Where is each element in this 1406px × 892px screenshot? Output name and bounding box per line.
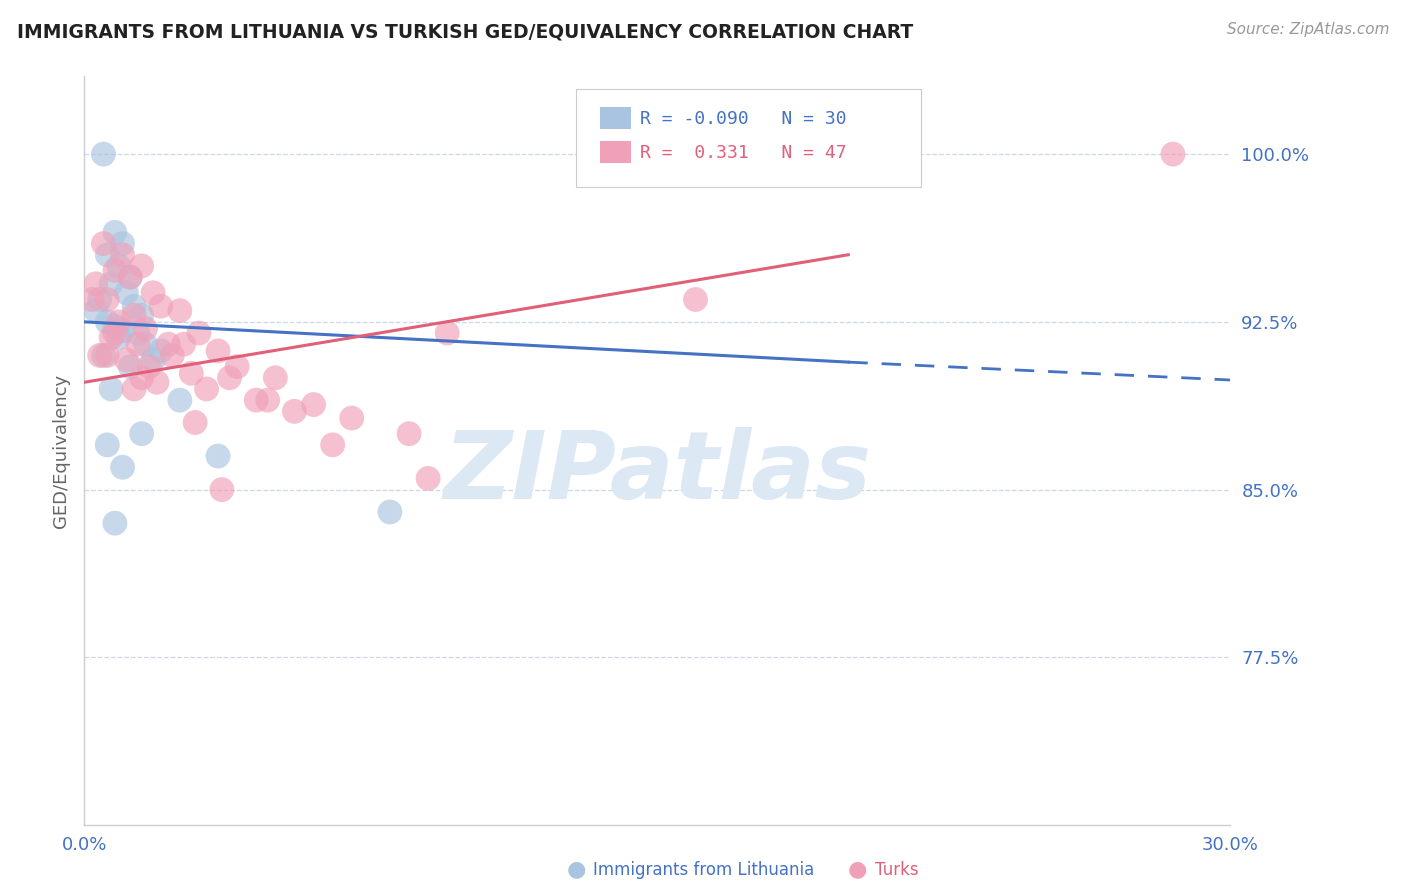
Point bbox=[96, 248, 118, 262]
Point bbox=[131, 259, 153, 273]
Point bbox=[436, 326, 458, 340]
Point bbox=[180, 366, 202, 380]
Text: Immigrants from Lithuania: Immigrants from Lithuania bbox=[593, 861, 814, 879]
Text: ●: ● bbox=[567, 860, 586, 880]
Point bbox=[84, 277, 107, 291]
Point bbox=[142, 352, 165, 367]
Point bbox=[107, 315, 129, 329]
Point bbox=[111, 324, 134, 338]
Text: IMMIGRANTS FROM LITHUANIA VS TURKISH GED/EQUIVALENCY CORRELATION CHART: IMMIGRANTS FROM LITHUANIA VS TURKISH GED… bbox=[17, 22, 912, 41]
Point bbox=[107, 330, 129, 344]
Point bbox=[157, 337, 180, 351]
Point bbox=[120, 359, 142, 374]
Point bbox=[104, 326, 127, 340]
Point bbox=[226, 359, 249, 374]
Point bbox=[138, 359, 160, 374]
Point bbox=[111, 248, 134, 262]
Text: Source: ZipAtlas.com: Source: ZipAtlas.com bbox=[1226, 22, 1389, 37]
Point bbox=[131, 371, 153, 385]
Point bbox=[398, 426, 420, 441]
Point bbox=[131, 308, 153, 322]
Point bbox=[93, 348, 115, 362]
Point bbox=[96, 438, 118, 452]
Point bbox=[80, 293, 103, 307]
Point bbox=[96, 348, 118, 362]
Point bbox=[115, 285, 138, 300]
Point bbox=[115, 352, 138, 367]
Point bbox=[1161, 147, 1184, 161]
Point bbox=[207, 449, 229, 463]
Point bbox=[104, 226, 127, 240]
Point bbox=[100, 277, 122, 291]
Point bbox=[322, 438, 344, 452]
Point bbox=[127, 337, 149, 351]
Text: Turks: Turks bbox=[875, 861, 918, 879]
Point bbox=[134, 337, 156, 351]
Point bbox=[93, 236, 115, 251]
Point bbox=[169, 393, 191, 408]
Text: ZIPatlas: ZIPatlas bbox=[443, 427, 872, 519]
Point bbox=[104, 263, 127, 277]
Point bbox=[245, 393, 267, 408]
Point bbox=[89, 293, 111, 307]
Point bbox=[378, 505, 401, 519]
Point bbox=[160, 348, 183, 362]
Point bbox=[264, 371, 287, 385]
Point bbox=[173, 337, 195, 351]
Point bbox=[218, 371, 240, 385]
Point bbox=[149, 299, 172, 313]
Point bbox=[418, 471, 440, 485]
Point bbox=[104, 516, 127, 530]
Y-axis label: GED/Equivalency: GED/Equivalency bbox=[52, 374, 70, 527]
Point bbox=[169, 303, 191, 318]
Point bbox=[188, 326, 211, 340]
Point bbox=[685, 293, 707, 307]
Point bbox=[127, 326, 149, 340]
Point bbox=[142, 285, 165, 300]
Point bbox=[211, 483, 233, 497]
Point bbox=[104, 319, 127, 334]
Point bbox=[93, 147, 115, 161]
Point bbox=[120, 270, 142, 285]
Point bbox=[256, 393, 278, 408]
Point bbox=[122, 299, 145, 313]
Text: R =  0.331   N = 47: R = 0.331 N = 47 bbox=[640, 144, 846, 161]
Point bbox=[111, 460, 134, 475]
Point bbox=[120, 270, 142, 285]
Point bbox=[184, 416, 207, 430]
Text: ●: ● bbox=[848, 860, 868, 880]
Text: R = -0.090   N = 30: R = -0.090 N = 30 bbox=[640, 110, 846, 128]
Point bbox=[84, 303, 107, 318]
Point bbox=[122, 382, 145, 396]
Point bbox=[195, 382, 218, 396]
Point bbox=[302, 398, 325, 412]
Point bbox=[100, 382, 122, 396]
Point bbox=[122, 308, 145, 322]
Point bbox=[146, 376, 169, 390]
Point bbox=[107, 259, 129, 273]
Point bbox=[100, 330, 122, 344]
Point bbox=[89, 348, 111, 362]
Point bbox=[131, 426, 153, 441]
Point bbox=[134, 321, 156, 335]
Point bbox=[111, 236, 134, 251]
Point bbox=[149, 343, 172, 358]
Point bbox=[340, 411, 363, 425]
Point bbox=[96, 293, 118, 307]
Point bbox=[207, 343, 229, 358]
Point bbox=[96, 315, 118, 329]
Point bbox=[283, 404, 305, 418]
